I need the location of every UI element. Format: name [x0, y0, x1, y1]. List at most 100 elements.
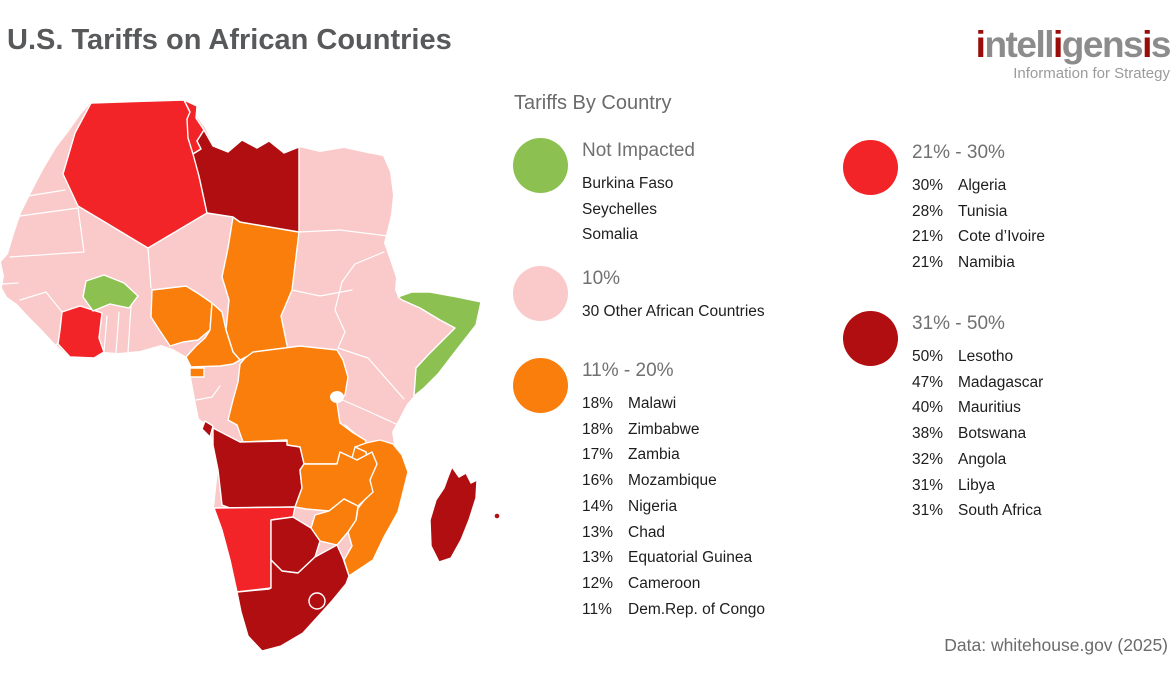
legend-group-not-impacted: Not Impacted Burkina Faso Seychelles Somal…	[513, 138, 695, 248]
legend-entries: 18% Malawi 18% Zimbabwe 17% Zambia 16% Mozambiq…	[582, 391, 765, 622]
tariff-value: 12%	[582, 574, 614, 592]
legend-entry: 12% Cameroon	[582, 571, 765, 597]
tariff-value: 28%	[912, 202, 944, 220]
legend-entry: 28% Tunisia	[912, 199, 1045, 225]
legend-group-label: 31% - 50%	[912, 313, 1005, 334]
tariff-value: 18%	[582, 395, 614, 412]
logo-letter: s	[1150, 24, 1172, 65]
country-name: Dem.Rep. of Congo	[628, 600, 765, 618]
country-name: Libya	[958, 476, 996, 494]
tariff-value: 21%	[912, 228, 944, 246]
tariff-value: 13%	[582, 549, 614, 567]
map-madagascar	[429, 466, 478, 563]
tariff-value: 11%	[582, 600, 612, 618]
country-name: Cote d’Ivoire	[958, 228, 1046, 246]
map-internal-borders	[1, 189, 405, 444]
legend-group-21-30pct: 21% - 30% 30% Algeria 28% Tunisia 21% Cote d’…	[843, 140, 1045, 276]
legend-entry: 31% Libya	[912, 473, 1043, 499]
logo-letter-accent: i	[1142, 24, 1152, 65]
legend-group-label: 10%	[582, 268, 621, 289]
data-source: Data: whitehouse.gov (2025)	[944, 635, 1168, 655]
map-burkina-faso	[82, 274, 139, 312]
country-name: Lesotho	[958, 348, 1014, 365]
tariff-value: 32%	[912, 450, 944, 468]
legend-heading: Tariffs By Country	[514, 92, 672, 114]
country-name: Botswana	[958, 425, 1027, 443]
country-name: 30 Other African Countries	[582, 303, 765, 320]
legend-entry: Somalia	[582, 222, 695, 248]
map-mauritius	[493, 512, 501, 520]
legend-entry: Burkina Faso	[582, 171, 695, 197]
logo-letter-accent: i	[975, 24, 986, 65]
legend-entry: 30% Algeria	[912, 173, 1045, 199]
country-name: South Africa	[958, 502, 1042, 520]
legend-entry: 30 Other African Countries	[582, 299, 765, 325]
legend-entry: 50% Lesotho	[912, 344, 1043, 370]
country-name: Mozambique	[628, 472, 717, 490]
country-name: Burkina Faso	[582, 175, 674, 192]
legend-entries: 50% Lesotho 47% Madagascar 40% Mauritius 38% Bo…	[912, 344, 1043, 524]
map-lesotho	[308, 592, 326, 610]
map-lake-victoria	[330, 391, 344, 403]
legend-group-10pct: 10% 30 Other African Countries	[513, 266, 765, 325]
tariff-value: 31%	[912, 476, 944, 494]
legend-group-11-20pct: 11% - 20% 18% Malawi 18% Zimbabwe 17% Zambia 1…	[513, 358, 765, 622]
legend-entry: 31% South Africa	[912, 498, 1043, 524]
logo-letter-accent: i	[1053, 24, 1063, 65]
country-name: Madagascar	[958, 373, 1044, 391]
legend-entry: 18% Zimbabwe	[582, 417, 765, 443]
country-name: Nigeria	[628, 497, 678, 515]
logo-text: intelligensis	[975, 24, 1172, 65]
tariff-value: 47%	[912, 373, 944, 391]
country-name: Namibia	[958, 254, 1015, 272]
map-equatorial-guinea	[189, 367, 205, 378]
map-cabinda	[201, 420, 214, 438]
country-name: Somalia	[582, 226, 638, 244]
country-name: Equatorial Guinea	[628, 549, 753, 567]
tariff-value: 18%	[582, 420, 614, 438]
legend-entry: 16% Mozambique	[582, 468, 765, 494]
country-name: Zambia	[628, 446, 680, 464]
legend-entry: 21% Namibia	[912, 250, 1045, 276]
map-zimbabwe	[310, 498, 359, 546]
country-name: Cameroon	[628, 574, 701, 592]
tariff-value: 17%	[582, 446, 614, 464]
legend-group-31-50pct: 31% - 50% 50% Lesotho 47% Madagascar 40% Maur…	[843, 311, 1043, 524]
legend-entry: 11% Dem.Rep. of Congo	[582, 597, 765, 623]
legend-group-label: 21% - 30%	[912, 142, 1005, 163]
logo-letter: gens	[1061, 24, 1144, 65]
legend-entry: 40% Mauritius	[912, 395, 1043, 421]
country-name: Mauritius	[958, 399, 1021, 417]
legend-entry: 13% Chad	[582, 520, 765, 546]
tariff-value: 21%	[912, 254, 944, 272]
map-cameroon	[185, 302, 241, 368]
country-name: Malawi	[628, 395, 677, 412]
country-name: Algeria	[958, 177, 1007, 194]
country-name: Zimbabwe	[628, 420, 700, 438]
legend-entries: Burkina Faso Seychelles Somalia	[582, 171, 695, 248]
legend-swatch-red	[843, 140, 898, 195]
africa-map	[0, 95, 510, 675]
legend-entry: 47% Madagascar	[912, 370, 1043, 396]
legend-swatch-darkred	[843, 311, 898, 366]
page-title: U.S. Tariffs on African Countries	[7, 24, 452, 56]
map-cote-divoire	[57, 305, 105, 359]
legend-entry: 14% Nigeria	[582, 494, 765, 520]
map-zambia	[294, 451, 378, 512]
legend-entry: 13% Equatorial Guinea	[582, 545, 765, 571]
legend-group-label: Not Impacted	[582, 140, 695, 161]
legend-entry: 21% Cote d’Ivoire	[912, 224, 1045, 250]
tariff-value: 40%	[912, 399, 944, 417]
tariff-value: 14%	[582, 497, 614, 515]
logo-letter: ntell	[984, 24, 1054, 65]
legend-entry: 17% Zambia	[582, 442, 765, 468]
legend-entry: 18% Malawi	[582, 391, 765, 417]
legend-entry: 32% Angola	[912, 447, 1043, 473]
tariff-value: 38%	[912, 425, 944, 443]
legend-entry: 38% Botswana	[912, 421, 1043, 447]
country-name: Angola	[958, 450, 1007, 468]
tariff-value: 16%	[582, 472, 614, 490]
legend-entries: 30% Algeria 28% Tunisia 21% Cote d’Ivoire 21% N…	[912, 173, 1045, 276]
legend-entries: 30 Other African Countries	[582, 299, 765, 325]
tariff-value: 30%	[912, 177, 944, 194]
